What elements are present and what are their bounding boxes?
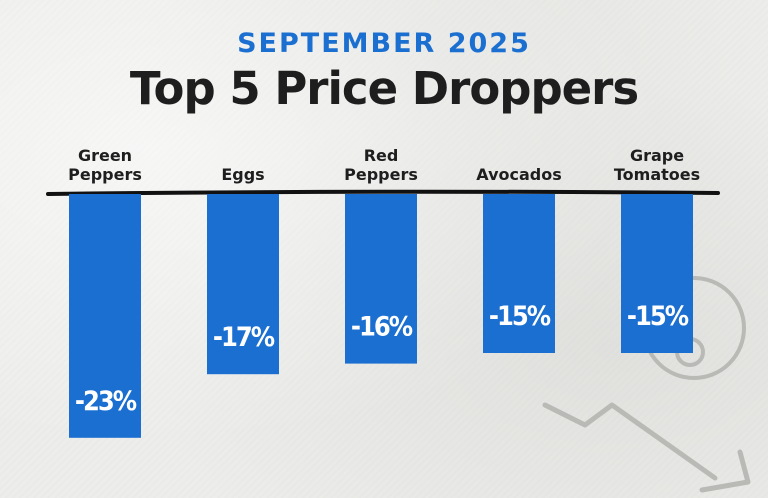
bar (207, 194, 279, 375)
category-label: Grape Tomatoes (614, 146, 700, 184)
bar-value-label: -17% (213, 322, 275, 353)
chart-subtitle: SEPTEMBER 2025 (237, 28, 531, 59)
bar-value-label: -15% (489, 301, 551, 332)
category-label: Red Peppers (344, 146, 418, 184)
category-axis-baseline (46, 189, 720, 196)
category-labels: Green Peppers Eggs Red Peppers Avocados Grape T… (68, 146, 700, 184)
arrowhead-icon (699, 449, 751, 493)
data-labels: -23% -17% -16% -15% -15% (75, 301, 691, 417)
bars (69, 194, 693, 438)
bar (621, 194, 693, 353)
category-label: Eggs (221, 165, 264, 184)
bar-value-label: -23% (75, 386, 137, 417)
bar (483, 194, 555, 353)
bar-value-label: -16% (351, 312, 413, 343)
chart-header: SEPTEMBER 2025 Top 5 Price Droppers (0, 28, 768, 116)
bar-value-label: -15% (627, 301, 689, 332)
category-label: Green Peppers (68, 146, 142, 184)
down-trend-arrow-icon (542, 402, 718, 481)
bar (345, 194, 417, 364)
chart-title: Top 5 Price Droppers (129, 62, 639, 115)
category-label: Avocados (476, 165, 561, 184)
bar (69, 194, 141, 438)
